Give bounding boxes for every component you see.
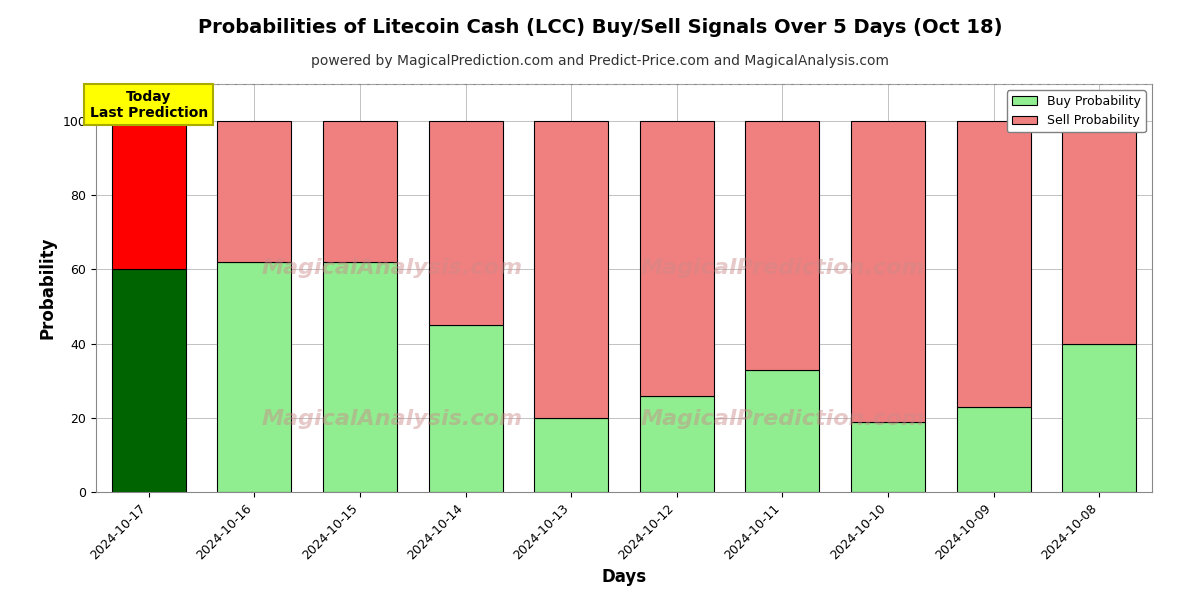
Legend: Buy Probability, Sell Probability: Buy Probability, Sell Probability [1007,90,1146,133]
Bar [112,121,186,269]
Text: MagicalPrediction.com: MagicalPrediction.com [640,409,925,428]
Text: Today
Last Prediction: Today Last Prediction [90,89,208,120]
Text: MagicalAnalysis.com: MagicalAnalysis.com [262,409,522,428]
Bar [745,121,820,370]
Bar [323,121,397,262]
Bar [956,407,1031,492]
Bar [640,395,714,492]
Bar [428,325,503,492]
Bar [640,121,714,395]
Bar [1062,121,1136,344]
Bar [851,121,925,422]
X-axis label: Days: Days [601,568,647,586]
Text: powered by MagicalPrediction.com and Predict-Price.com and MagicalAnalysis.com: powered by MagicalPrediction.com and Pre… [311,54,889,68]
Bar [534,121,608,418]
Bar [956,121,1031,407]
Bar [428,121,503,325]
Text: MagicalPrediction.com: MagicalPrediction.com [640,257,925,278]
Bar [851,422,925,492]
Text: Probabilities of Litecoin Cash (LCC) Buy/Sell Signals Over 5 Days (Oct 18): Probabilities of Litecoin Cash (LCC) Buy… [198,18,1002,37]
Y-axis label: Probability: Probability [38,237,56,339]
Bar [534,418,608,492]
Text: MagicalAnalysis.com: MagicalAnalysis.com [262,257,522,278]
Bar [745,370,820,492]
Bar [1062,344,1136,492]
Bar [112,269,186,492]
Bar [217,262,292,492]
Bar [217,121,292,262]
Bar [323,262,397,492]
